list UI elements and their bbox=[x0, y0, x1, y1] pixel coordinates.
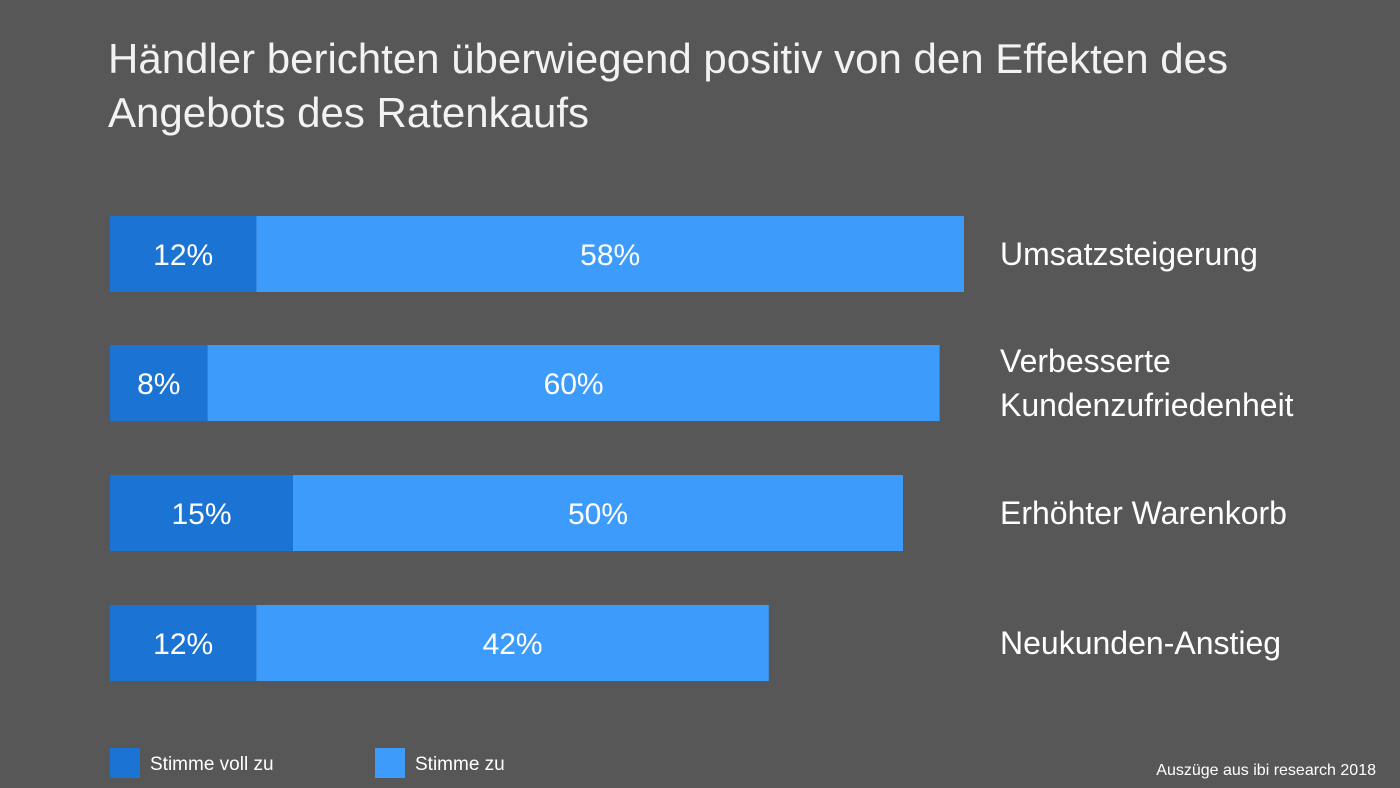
category-label: Umsatzsteigerung bbox=[1000, 236, 1258, 272]
bar-value-label: 50% bbox=[568, 498, 628, 531]
source-note: Auszüge aus ibi research 2018 bbox=[1156, 762, 1376, 779]
bar-segment bbox=[110, 216, 257, 292]
bar-segment bbox=[256, 216, 964, 292]
bar-value-label: 60% bbox=[544, 368, 604, 401]
category-label: Kundenzufriedenheit bbox=[1000, 387, 1294, 423]
bar-value-label: 12% bbox=[153, 239, 213, 272]
legend-swatch bbox=[375, 748, 405, 778]
bar-value-label: 42% bbox=[483, 628, 543, 661]
chart-title: Händler berichten überwiegend positiv vo… bbox=[108, 35, 1228, 136]
bar-value-label: 15% bbox=[171, 498, 231, 531]
category-label: Erhöhter Warenkorb bbox=[1000, 495, 1287, 531]
bar-segment bbox=[110, 475, 293, 551]
bar-segment bbox=[293, 475, 903, 551]
bar-segment bbox=[207, 345, 940, 421]
category-label: Verbesserte bbox=[1000, 343, 1171, 379]
bar-value-label: 12% bbox=[153, 628, 213, 661]
bar-segment bbox=[256, 605, 769, 681]
bar-value-label: 58% bbox=[580, 239, 640, 272]
legend-label: Stimme zu bbox=[415, 754, 505, 775]
legend-swatch bbox=[110, 748, 140, 778]
category-label: Neukunden-Anstieg bbox=[1000, 625, 1281, 661]
bar-value-label: 8% bbox=[137, 368, 180, 401]
legend-label: Stimme voll zu bbox=[150, 754, 274, 775]
bar-segment bbox=[110, 605, 257, 681]
bar-segment bbox=[110, 345, 208, 421]
